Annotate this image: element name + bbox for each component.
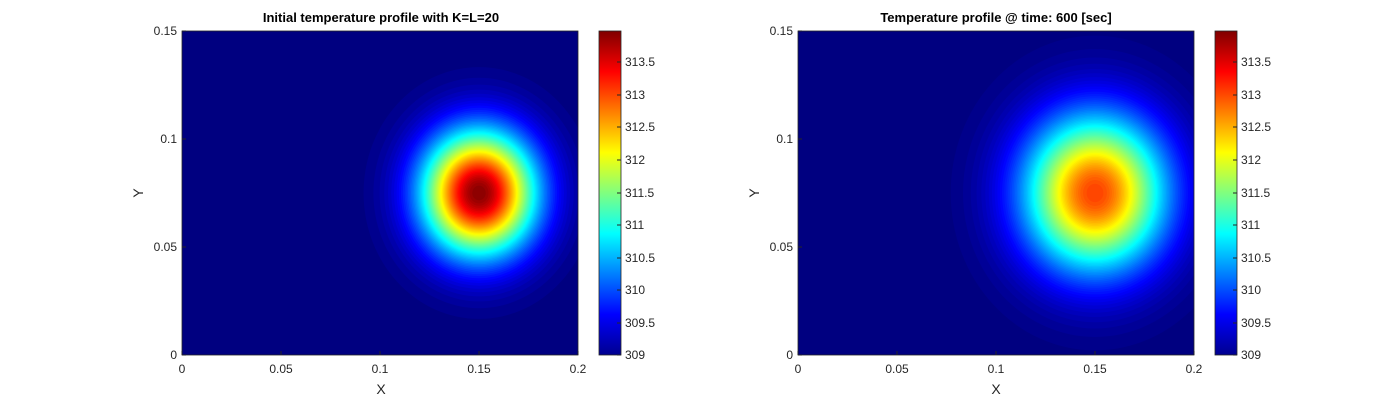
colorbar-tick: 312	[617, 153, 645, 167]
svg-text:313: 313	[625, 88, 645, 102]
colorbar-tick: 310.5	[617, 251, 655, 265]
svg-text:0.15: 0.15	[467, 362, 491, 376]
heatmap-contour	[472, 185, 486, 201]
x-tick: 0	[795, 351, 802, 376]
svg-text:313.5: 313.5	[625, 55, 655, 69]
svg-text:0.2: 0.2	[1186, 362, 1203, 376]
y-tick: 0.1	[776, 132, 802, 146]
svg-text:0.1: 0.1	[988, 362, 1005, 376]
y-axis-label: Y	[746, 188, 762, 198]
svg-text:0.05: 0.05	[269, 362, 293, 376]
colorbar-tick: 309.5	[1233, 316, 1271, 330]
svg-text:0.1: 0.1	[160, 132, 177, 146]
colorbar-tick: 313	[617, 88, 645, 102]
svg-text:0.15: 0.15	[1083, 362, 1107, 376]
colorbar-tick: 310	[1233, 283, 1261, 297]
x-tick: 0.2	[570, 351, 587, 376]
y-axis: 0 0.05 0.1 0.15 Y	[130, 24, 186, 362]
svg-text:312: 312	[1241, 153, 1261, 167]
x-tick: 0.2	[1186, 351, 1203, 376]
svg-text:313: 313	[1241, 88, 1261, 102]
heatmap-image	[798, 31, 1194, 355]
x-axis: 0 0.05 0.1 0.15 0.2 X	[795, 351, 1203, 397]
colorbar-tick: 310	[617, 283, 645, 297]
colorbar-tick: 311	[617, 218, 644, 232]
y-tick: 0.05	[770, 240, 802, 254]
svg-text:313.5: 313.5	[1241, 55, 1271, 69]
svg-text:0.05: 0.05	[770, 240, 794, 254]
y-tick: 0	[786, 348, 802, 362]
svg-text:311.5: 311.5	[1241, 186, 1270, 200]
svg-text:312.5: 312.5	[625, 120, 655, 134]
colorbar: 309 309.5 310 310.5 311 311.5 312 312.5 …	[1214, 30, 1271, 362]
y-tick: 0.15	[770, 24, 802, 38]
svg-text:309.5: 309.5	[625, 316, 655, 330]
chart-title: Initial temperature profile with K=L=20	[263, 10, 499, 25]
x-tick: 0	[179, 351, 186, 376]
svg-text:311: 311	[1241, 218, 1260, 232]
svg-text:311.5: 311.5	[625, 186, 654, 200]
colorbar-tick: 311.5	[617, 186, 654, 200]
colorbar-tick: 313	[1233, 88, 1261, 102]
y-axis: 0 0.05 0.1 0.15 Y	[746, 24, 802, 362]
svg-text:310: 310	[625, 283, 645, 297]
x-tick: 0.15	[467, 351, 491, 376]
colorbar-tick: 312.5	[617, 120, 655, 134]
svg-text:0: 0	[786, 348, 793, 362]
svg-text:0.2: 0.2	[570, 362, 587, 376]
y-tick: 0.05	[154, 240, 186, 254]
x-tick: 0.1	[988, 351, 1005, 376]
svg-text:312.5: 312.5	[1241, 120, 1271, 134]
svg-text:309: 309	[625, 348, 645, 362]
colorbar-tick: 311	[1233, 218, 1260, 232]
svg-text:0: 0	[170, 348, 177, 362]
svg-text:310: 310	[1241, 283, 1261, 297]
x-tick: 0.1	[372, 351, 389, 376]
colorbar-tick: 309.5	[617, 316, 655, 330]
colorbar-tick: 312	[1233, 153, 1261, 167]
x-axis-label: X	[376, 381, 386, 397]
colorbar-tick: 309	[617, 348, 645, 362]
heatmap-image	[182, 31, 578, 355]
svg-text:310.5: 310.5	[625, 251, 655, 265]
y-tick: 0.15	[154, 24, 186, 38]
colorbar-tick: 309	[1233, 348, 1261, 362]
colorbar-tick: 313.5	[617, 55, 655, 69]
svg-text:312: 312	[625, 153, 645, 167]
x-tick: 0.05	[269, 351, 293, 376]
colorbar-tick: 312.5	[1233, 120, 1271, 134]
y-tick: 0.1	[160, 132, 186, 146]
svg-text:0.15: 0.15	[770, 24, 794, 38]
svg-text:311: 311	[625, 218, 644, 232]
svg-text:309: 309	[1241, 348, 1261, 362]
svg-text:310.5: 310.5	[1241, 251, 1271, 265]
svg-text:0: 0	[179, 362, 186, 376]
heatmap-area	[797, 30, 1195, 356]
colorbar-tick: 311.5	[1233, 186, 1270, 200]
x-tick: 0.05	[885, 351, 909, 376]
panel-600-sec: Temperature profile @ time: 600 [sec] 0 …	[746, 10, 1271, 397]
heatmap-contour	[1086, 183, 1104, 203]
colorbar-tick: 313.5	[1233, 55, 1271, 69]
svg-text:309.5: 309.5	[1241, 316, 1271, 330]
colorbar: 309 309.5 310 310.5 311 311.5 312 312.5 …	[598, 30, 655, 362]
heatmap-area	[181, 30, 579, 356]
svg-text:0.05: 0.05	[885, 362, 909, 376]
svg-text:0.1: 0.1	[372, 362, 389, 376]
x-axis: 0 0.05 0.1 0.15 0.2 X	[179, 351, 587, 397]
y-axis-label: Y	[130, 188, 146, 198]
x-axis-label: X	[991, 381, 1001, 397]
colorbar-tick: 310.5	[1233, 251, 1271, 265]
x-tick: 0.15	[1083, 351, 1107, 376]
svg-text:0.1: 0.1	[776, 132, 793, 146]
svg-text:0: 0	[795, 362, 802, 376]
svg-text:0.15: 0.15	[154, 24, 178, 38]
y-tick: 0	[170, 348, 186, 362]
panel-initial: Initial temperature profile with K=L=20 …	[130, 10, 655, 397]
chart-title: Temperature profile @ time: 600 [sec]	[880, 10, 1111, 25]
svg-text:0.05: 0.05	[154, 240, 178, 254]
